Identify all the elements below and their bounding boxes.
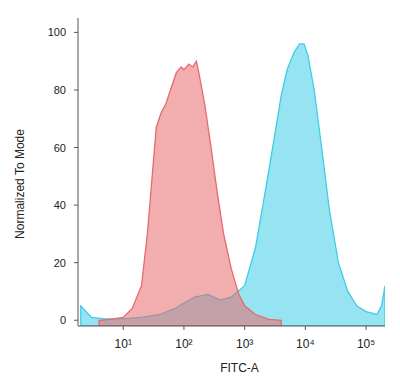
y-axis <box>78 18 79 326</box>
plot-area <box>81 44 385 326</box>
y-axis-label: Normalized To Mode <box>13 129 27 239</box>
x-tick <box>366 326 367 330</box>
x-tick-label: 10¹ <box>115 337 132 351</box>
y-tick <box>74 262 78 263</box>
x-tick-label: 10³ <box>236 337 253 351</box>
x-tick <box>244 326 245 330</box>
x-axis <box>78 326 385 327</box>
y-tick <box>74 320 78 321</box>
y-tick <box>74 147 78 148</box>
x-tick-label: 10⁴ <box>296 337 315 351</box>
y-tick-label: 100 <box>48 26 66 38</box>
y-tick-label: 40 <box>54 199 66 211</box>
y-tick <box>74 205 78 206</box>
x-tick-label: 10² <box>175 337 192 351</box>
histogram-area <box>99 61 281 326</box>
x-tick-label: 10⁵ <box>357 337 375 351</box>
y-tick <box>74 89 78 90</box>
y-tick-label: 80 <box>54 84 66 96</box>
y-tick-label: 60 <box>54 142 66 154</box>
y-tick <box>74 32 78 33</box>
y-tick-label: 0 <box>60 314 66 326</box>
x-tick <box>183 326 184 330</box>
chart: 0 20 40 60 80 100 10¹ 10² 10³ 10⁴ 10⁵ FITC-A Normali… <box>0 0 400 381</box>
x-axis-label: FITC-A <box>220 361 259 375</box>
histogram-area <box>81 44 385 326</box>
x-tick <box>305 326 306 330</box>
x-tick <box>123 326 124 330</box>
y-tick-label: 20 <box>54 257 66 269</box>
